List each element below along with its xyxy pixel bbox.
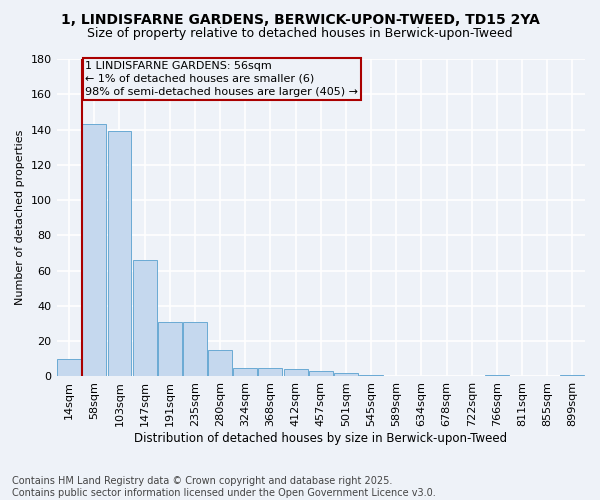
- Text: 1, LINDISFARNE GARDENS, BERWICK-UPON-TWEED, TD15 2YA: 1, LINDISFARNE GARDENS, BERWICK-UPON-TWE…: [61, 12, 539, 26]
- Text: Contains HM Land Registry data © Crown copyright and database right 2025.
Contai: Contains HM Land Registry data © Crown c…: [12, 476, 436, 498]
- Bar: [284, 370, 308, 376]
- Text: 1 LINDISFARNE GARDENS: 56sqm
← 1% of detached houses are smaller (6)
98% of semi: 1 LINDISFARNE GARDENS: 56sqm ← 1% of det…: [85, 61, 358, 97]
- Bar: [57, 359, 81, 376]
- Bar: [560, 374, 584, 376]
- Bar: [485, 374, 509, 376]
- Bar: [259, 368, 283, 376]
- Bar: [183, 322, 207, 376]
- Bar: [107, 132, 131, 376]
- Bar: [334, 373, 358, 376]
- Bar: [82, 124, 106, 376]
- Bar: [309, 371, 333, 376]
- Bar: [208, 350, 232, 376]
- Bar: [133, 260, 157, 376]
- Bar: [359, 374, 383, 376]
- Text: Size of property relative to detached houses in Berwick-upon-Tweed: Size of property relative to detached ho…: [87, 28, 513, 40]
- X-axis label: Distribution of detached houses by size in Berwick-upon-Tweed: Distribution of detached houses by size …: [134, 432, 508, 445]
- Bar: [158, 322, 182, 376]
- Bar: [233, 368, 257, 376]
- Y-axis label: Number of detached properties: Number of detached properties: [15, 130, 25, 306]
